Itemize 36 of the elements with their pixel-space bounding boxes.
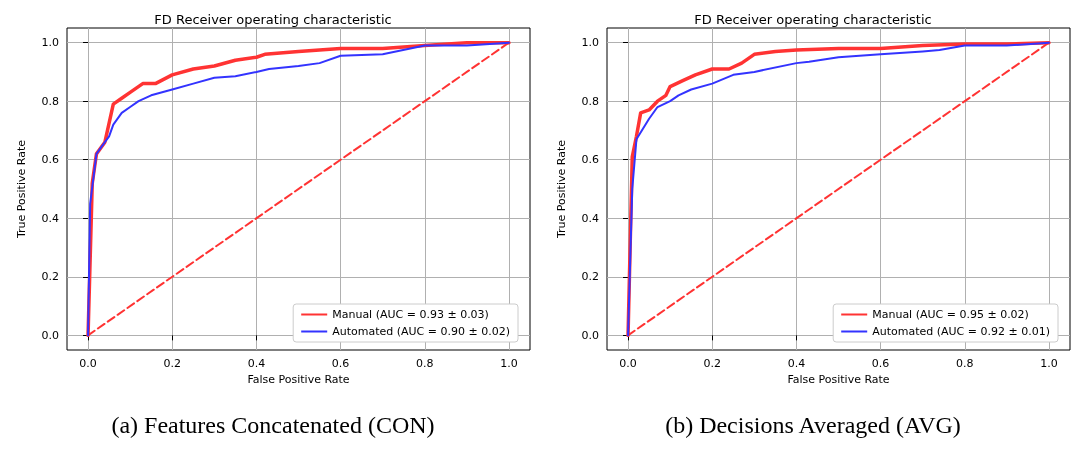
x-axis-title: False Positive Rate <box>787 373 890 386</box>
x-tick-label: 0.8 <box>956 357 974 370</box>
y-axis-title: True Positive Rate <box>555 139 568 239</box>
y-tick-label: 0.2 <box>41 270 59 284</box>
x-tick-label: 0.6 <box>331 357 350 370</box>
y-tick-label: 0.6 <box>41 153 59 167</box>
x-tick-label: 1.0 <box>1040 357 1058 370</box>
x-tick-label: 0.6 <box>871 357 890 370</box>
y-tick-label: 0.4 <box>581 211 599 225</box>
y-tick-label: 1.0 <box>581 36 599 50</box>
x-tick-label: 0.4 <box>247 357 266 370</box>
y-tick-label: 0.0 <box>581 328 599 342</box>
y-tick-label: 0.8 <box>581 94 599 108</box>
y-tick-label: 0.4 <box>41 211 59 225</box>
x-tick-label: 0.2 <box>703 357 721 370</box>
legend-label: Automated (AUC = 0.92 ± 0.01) <box>872 325 1051 338</box>
text: (b) Decisions Averaged (AVG) <box>664 412 962 439</box>
legend-label: Manual (AUC = 0.95 ± 0.02) <box>872 308 1029 321</box>
chart-title: FD Receiver operating characteristic <box>154 12 392 27</box>
y-tick-label: 0.2 <box>581 270 599 284</box>
y-tick-label: 0.6 <box>581 153 599 167</box>
x-tick-label: 0.0 <box>79 357 97 370</box>
legend-label: Automated (AUC = 0.90 ± 0.02) <box>332 325 511 338</box>
y-tick-label: 1.0 <box>41 36 59 50</box>
x-tick-label: 0.0 <box>619 357 637 370</box>
x-tick-label: 0.8 <box>416 357 434 370</box>
x-axis-title: False Positive Rate <box>247 373 350 386</box>
chart-title: FD Receiver operating characteristic <box>694 12 932 27</box>
legend-label: Manual (AUC = 0.93 ± 0.03) <box>332 308 489 321</box>
text: (a) Features Concatenated (CON) <box>110 412 436 439</box>
x-tick-label: 0.4 <box>787 357 806 370</box>
y-tick-label: 0.0 <box>41 328 59 342</box>
x-tick-label: 0.2 <box>163 357 181 370</box>
y-axis-title: True Positive Rate <box>15 139 28 239</box>
y-tick-label: 0.8 <box>41 94 59 108</box>
x-tick-label: 1.0 <box>500 357 518 370</box>
